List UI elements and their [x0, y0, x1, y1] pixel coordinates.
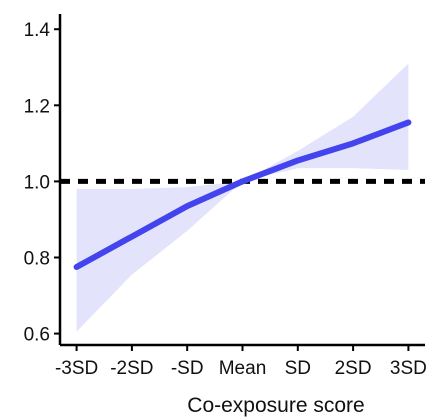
x-axis-title: Co-exposure score	[187, 394, 364, 417]
x-tick-label: 3SD	[390, 358, 427, 379]
y-tick-label: 1.4	[24, 20, 51, 41]
series-line	[73, 119, 412, 271]
x-tick-label: Mean	[219, 358, 267, 379]
y-tick-label: 0.8	[24, 248, 50, 269]
plot-area	[60, 63, 425, 332]
confidence-band	[76, 63, 409, 332]
x-tick-label: SD	[285, 358, 311, 379]
x-tick-label: -SD	[171, 358, 204, 379]
x-tick-label: -2SD	[110, 358, 153, 379]
x-tick-label: -3SD	[55, 358, 98, 379]
tick-marks-and-labels: 0.6 0.8 1.0 1.2 1.4 -3SD -2SD -SD Mean SD 2SD 3SD	[24, 20, 427, 379]
y-tick-label: 1.2	[24, 96, 50, 117]
y-tick-label: 0.6	[24, 325, 50, 346]
x-tick-label: 2SD	[335, 358, 372, 379]
y-tick-label: 1.0	[24, 172, 50, 193]
